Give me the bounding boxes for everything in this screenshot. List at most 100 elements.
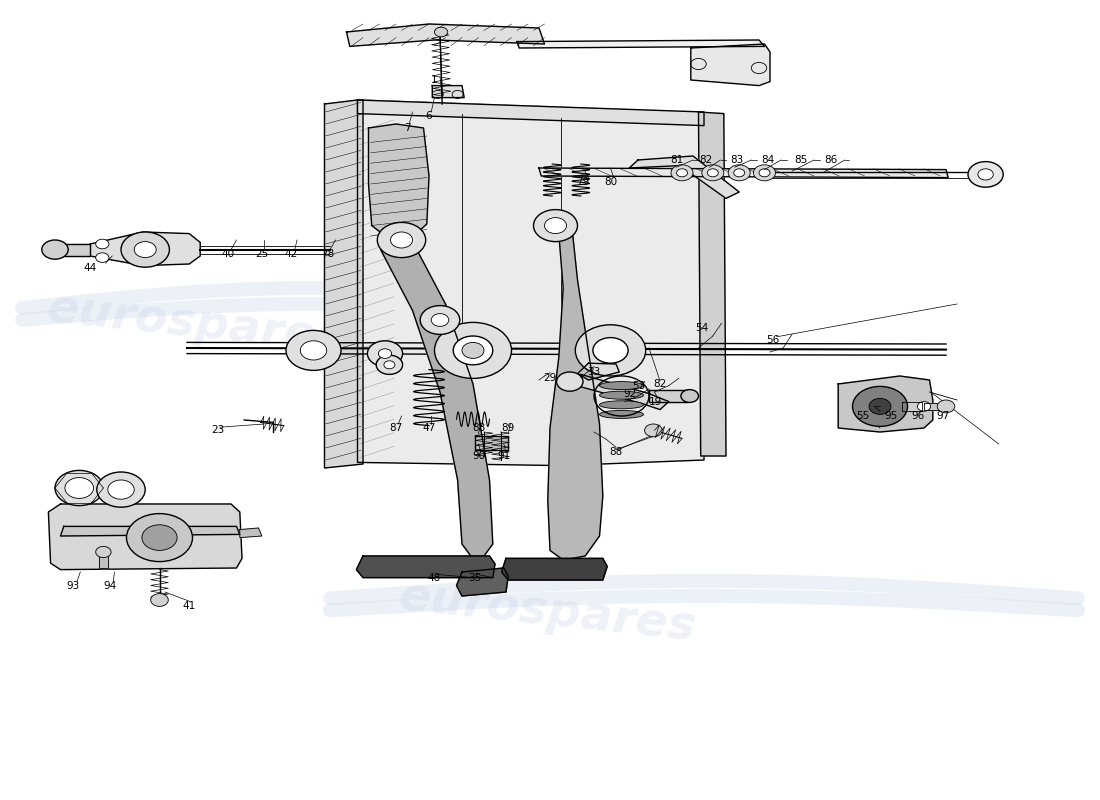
Text: 94: 94 xyxy=(103,581,117,590)
Text: 33: 33 xyxy=(587,367,601,377)
Text: 88: 88 xyxy=(609,447,623,457)
Circle shape xyxy=(869,398,891,414)
Ellipse shape xyxy=(600,391,643,399)
Circle shape xyxy=(55,470,103,506)
Polygon shape xyxy=(517,40,764,48)
Text: 53: 53 xyxy=(632,381,646,390)
Circle shape xyxy=(286,330,341,370)
Circle shape xyxy=(544,218,566,234)
Circle shape xyxy=(593,338,628,363)
Text: 93: 93 xyxy=(66,581,79,590)
Polygon shape xyxy=(902,402,922,411)
Polygon shape xyxy=(358,100,704,466)
Circle shape xyxy=(97,472,145,507)
Text: 87: 87 xyxy=(389,423,403,433)
Polygon shape xyxy=(432,86,464,98)
Text: 90: 90 xyxy=(472,451,485,461)
Text: 54: 54 xyxy=(695,323,708,333)
Polygon shape xyxy=(539,168,948,178)
Circle shape xyxy=(575,325,646,376)
Text: 84: 84 xyxy=(761,155,774,165)
Circle shape xyxy=(367,341,403,366)
Polygon shape xyxy=(691,44,770,86)
Polygon shape xyxy=(356,556,495,578)
Circle shape xyxy=(671,165,693,181)
Circle shape xyxy=(378,349,392,358)
Circle shape xyxy=(96,253,109,262)
Text: eurospares: eurospares xyxy=(396,574,697,650)
Text: 47: 47 xyxy=(422,423,436,433)
Circle shape xyxy=(376,355,403,374)
Text: 55: 55 xyxy=(856,411,869,421)
Text: 23: 23 xyxy=(211,426,224,435)
Polygon shape xyxy=(924,403,944,410)
Text: 97: 97 xyxy=(936,411,949,421)
Circle shape xyxy=(968,162,1003,187)
Polygon shape xyxy=(838,376,933,432)
Circle shape xyxy=(728,165,750,181)
Text: 35: 35 xyxy=(469,574,482,583)
Circle shape xyxy=(96,239,109,249)
Circle shape xyxy=(681,390,698,402)
Text: 29: 29 xyxy=(543,374,557,383)
Circle shape xyxy=(42,240,68,259)
Circle shape xyxy=(126,514,192,562)
Text: 89: 89 xyxy=(502,423,515,433)
Circle shape xyxy=(134,242,156,258)
Circle shape xyxy=(377,222,426,258)
Polygon shape xyxy=(346,24,544,46)
Text: 80: 80 xyxy=(604,177,617,186)
Polygon shape xyxy=(240,528,262,538)
Text: 19: 19 xyxy=(649,398,662,407)
Circle shape xyxy=(108,480,134,499)
Text: 6: 6 xyxy=(426,111,432,121)
Circle shape xyxy=(420,306,460,334)
Circle shape xyxy=(431,314,449,326)
Circle shape xyxy=(434,322,512,378)
Ellipse shape xyxy=(600,382,643,390)
Circle shape xyxy=(759,169,770,177)
Polygon shape xyxy=(698,112,726,456)
Circle shape xyxy=(734,169,745,177)
Text: 91: 91 xyxy=(497,451,510,461)
Polygon shape xyxy=(48,504,242,570)
Circle shape xyxy=(917,402,931,411)
Text: 83: 83 xyxy=(730,155,744,165)
Ellipse shape xyxy=(600,401,643,409)
Text: 78: 78 xyxy=(321,249,334,258)
Text: 82: 82 xyxy=(700,155,713,165)
Circle shape xyxy=(96,546,111,558)
Circle shape xyxy=(462,342,484,358)
Text: 25: 25 xyxy=(255,249,268,258)
Circle shape xyxy=(151,594,168,606)
Text: 81: 81 xyxy=(670,155,683,165)
Circle shape xyxy=(754,165,776,181)
Text: 42: 42 xyxy=(285,249,298,258)
Polygon shape xyxy=(578,363,619,380)
Polygon shape xyxy=(368,124,429,240)
Ellipse shape xyxy=(600,410,643,418)
Circle shape xyxy=(121,232,169,267)
Text: 7: 7 xyxy=(404,123,410,133)
Polygon shape xyxy=(90,232,200,266)
Text: 88: 88 xyxy=(472,423,485,433)
Polygon shape xyxy=(60,244,90,256)
Text: eurospares: eurospares xyxy=(44,286,345,362)
Polygon shape xyxy=(649,390,688,402)
Circle shape xyxy=(534,210,578,242)
Circle shape xyxy=(676,169,688,177)
Circle shape xyxy=(65,478,94,498)
Circle shape xyxy=(978,169,993,180)
Circle shape xyxy=(557,372,583,391)
Text: 85: 85 xyxy=(794,155,807,165)
Circle shape xyxy=(937,400,955,413)
Polygon shape xyxy=(358,100,704,126)
Polygon shape xyxy=(539,222,603,560)
Circle shape xyxy=(390,232,412,248)
Text: 82: 82 xyxy=(653,379,667,389)
Text: 40: 40 xyxy=(221,249,234,258)
Circle shape xyxy=(384,361,395,369)
Circle shape xyxy=(434,27,448,37)
Polygon shape xyxy=(502,558,607,580)
Polygon shape xyxy=(99,550,108,568)
